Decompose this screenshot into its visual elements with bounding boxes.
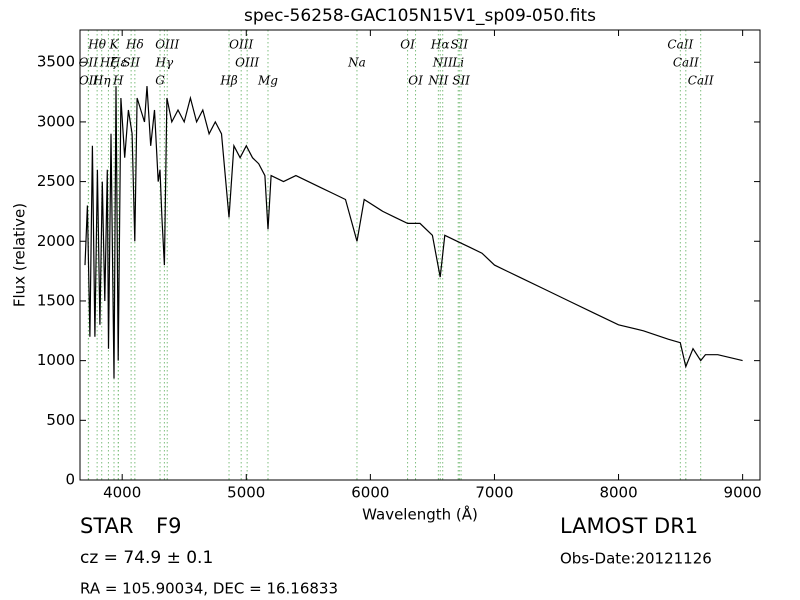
spectral-line-label: OI — [400, 38, 415, 52]
plot-frame — [79, 29, 761, 481]
spectral-line-label: OIII — [235, 56, 259, 70]
y-tick-label: 0 — [65, 471, 75, 489]
spectral-line-label: Na — [347, 56, 366, 70]
spectrum — [84, 86, 743, 379]
spectral-line-label: G — [155, 74, 165, 88]
x-tick-label: 4000 — [103, 484, 141, 502]
spectral-line-label: Hδ — [125, 38, 144, 52]
survey: LAMOST DR1 — [560, 514, 698, 538]
object-subclass: F9 — [156, 514, 181, 538]
spectral-line-label: OII — [79, 74, 99, 88]
y-tick-label: 3000 — [37, 112, 75, 130]
spectral-line-label: Hγ — [155, 56, 174, 70]
x-tick-label: 6000 — [351, 484, 389, 502]
spectral-line-label: Hη — [92, 74, 111, 88]
spectral-line-label: SII — [450, 38, 468, 52]
y-tick-label: 500 — [46, 411, 75, 429]
spectral-line-label: Hζ — [99, 56, 118, 70]
spectral-line-label: K — [109, 38, 120, 52]
spectral-line-label: H — [112, 74, 124, 88]
redshift: cz = 74.9 ± 0.1 — [80, 548, 213, 568]
spectral-line-label: CaII — [667, 38, 693, 52]
spectral-line-label: Hθ — [87, 38, 106, 52]
x-tick-label: 7000 — [475, 484, 513, 502]
y-axis-label: Flux (relative) — [11, 203, 29, 307]
y-tick-label: 1500 — [37, 291, 75, 309]
spectral-line-label: CaII — [673, 56, 699, 70]
spectral-line-label: Hβ — [219, 74, 237, 88]
x-tick-label: 8000 — [599, 484, 637, 502]
spectral-line-label: OI — [408, 74, 423, 88]
spectral-line-label: CaII — [688, 74, 714, 88]
spectral-line-label: Li — [451, 56, 464, 70]
spectral-line-label: Mg — [257, 74, 278, 88]
chart-title: spec-56258-GAC105N15V1_sp09-050.fits — [244, 6, 596, 26]
y-tick-label: 2000 — [37, 232, 75, 250]
obs-date: Obs-Date:20121126 — [560, 550, 712, 568]
x-axis-label: Wavelength (Å) — [362, 505, 478, 524]
spectral-line-label: SII — [452, 74, 470, 88]
object-class: STAR — [80, 514, 133, 538]
spectral-line-label: SII — [122, 56, 140, 70]
y-tick-label: 1000 — [37, 351, 75, 369]
spectral-line-label: OIII — [155, 38, 179, 52]
spectral-line-label: OIII — [229, 38, 253, 52]
x-tick-label: 5000 — [227, 484, 265, 502]
spectral-line-label: Hα — [430, 38, 450, 52]
y-tick-label: 3500 — [37, 53, 75, 71]
x-tick-label: 9000 — [724, 484, 762, 502]
spectral-line-label: NII — [427, 74, 448, 88]
coordinates: RA = 105.90034, DEC = 16.16833 — [80, 580, 338, 598]
y-tick-label: 2500 — [37, 172, 75, 190]
spectral-line-label: NII — [432, 56, 453, 70]
